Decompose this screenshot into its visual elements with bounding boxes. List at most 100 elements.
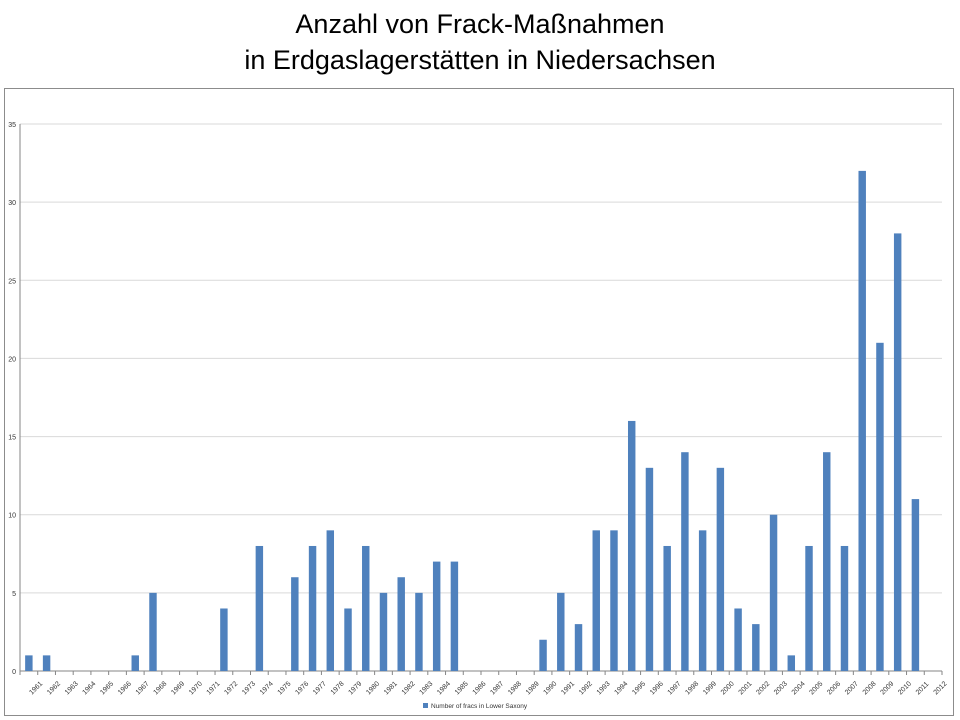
x-tick-label: 2000 (720, 680, 736, 696)
x-tick-label: 2003 (773, 680, 789, 696)
x-tick-label: 1970 (188, 680, 204, 696)
x-tick-label: 1999 (702, 680, 718, 696)
bar-1996 (645, 467, 654, 671)
x-tick-label: 2004 (791, 680, 807, 696)
x-tick-label: 1981 (383, 680, 399, 696)
x-tick-label: 2009 (879, 680, 895, 696)
x-tick-label: 1982 (401, 680, 417, 696)
bar-1984 (432, 561, 441, 671)
x-tick-label: 1991 (560, 680, 576, 696)
y-tick-label: 35 (8, 122, 16, 129)
bar-1978 (326, 530, 335, 671)
bar-1974 (255, 545, 264, 671)
x-tick-label: 1967 (135, 680, 151, 696)
y-tick-label: 10 (8, 513, 16, 520)
x-tick-label: 1984 (436, 680, 452, 696)
x-tick-label: 1996 (649, 680, 665, 696)
x-tick-label: 1986 (472, 680, 488, 696)
slide-title: Anzahl von Frack-Maßnahmen in Erdgaslage… (0, 6, 960, 78)
x-tick-label: 1964 (82, 680, 98, 696)
bar-1968 (149, 592, 157, 671)
x-tick-label: 1969 (170, 680, 186, 696)
x-tick-label: 1998 (684, 680, 700, 696)
x-tick-label: 1972 (223, 680, 239, 696)
x-tick-label: 1997 (667, 680, 683, 696)
x-tick-label: 2007 (844, 680, 860, 696)
bar-1999 (698, 530, 707, 671)
bar-1994 (610, 530, 618, 671)
bar-2001 (734, 608, 742, 671)
bar-1985 (450, 561, 459, 671)
y-tick-label: 15 (8, 435, 16, 442)
bar-1995 (627, 420, 636, 671)
x-tick-label: 1962 (46, 680, 62, 696)
legend: Number of fracs in Lower Saxony (423, 703, 528, 710)
slide-title-line-2: in Erdgaslagerstätten in Niedersachsen (244, 45, 716, 75)
x-tick-label: 1988 (507, 680, 523, 696)
x-tick-label: 1992 (578, 680, 594, 696)
bar-1992 (574, 624, 583, 671)
bar-1976 (291, 577, 299, 671)
x-tick-label: 1971 (206, 680, 222, 696)
x-tick-label: 2002 (755, 680, 771, 696)
x-tick-label: 1965 (99, 680, 115, 696)
x-tick-label: 1995 (631, 680, 647, 696)
x-tick-label: 1973 (241, 680, 257, 696)
legend-swatch (423, 703, 428, 708)
y-tick-label: 0 (12, 669, 16, 676)
bar-2008 (858, 170, 866, 671)
x-tick-label: 1985 (454, 680, 470, 696)
bar-2006 (823, 452, 831, 671)
bar-1981 (379, 592, 388, 671)
x-tick-label: 1963 (64, 680, 80, 696)
bar-1998 (681, 452, 689, 671)
x-tick-label: 1961 (28, 680, 44, 696)
bar-2007 (840, 545, 849, 671)
slide-title-line-1: Anzahl von Frack-Maßnahmen (295, 9, 665, 39)
x-tick-label: 1978 (330, 680, 346, 696)
bar-2003 (769, 514, 778, 671)
bar-1980 (362, 545, 370, 671)
x-tick-label: 1977 (312, 680, 328, 696)
bar-2010 (893, 233, 902, 671)
bar-2000 (716, 467, 725, 671)
bar-2009 (876, 342, 884, 671)
x-tick-label: 1989 (525, 680, 541, 696)
bar-1982 (397, 577, 405, 671)
x-tick-label: 1980 (365, 680, 381, 696)
bar-1997 (663, 545, 671, 671)
x-tick-label: 1966 (117, 680, 133, 696)
legend-label: Number of fracs in Lower Saxony (431, 703, 528, 710)
bar-1961 (25, 655, 33, 671)
x-tick-label: 1974 (259, 680, 275, 696)
y-tick-label: 25 (8, 278, 16, 285)
x-tick-label: 1976 (294, 680, 310, 696)
x-tick-label: 1990 (543, 680, 559, 696)
bar-1979 (344, 608, 352, 671)
bar-1993 (592, 530, 600, 671)
x-tick-label: 1979 (347, 680, 363, 696)
x-tick-label: 2005 (808, 680, 824, 696)
bar-1991 (557, 592, 565, 671)
x-tick-label: 1975 (277, 680, 293, 696)
y-tick-label: 20 (8, 356, 16, 363)
x-tick-label: 2001 (738, 680, 754, 696)
bar-1990 (539, 639, 547, 671)
bar-2011 (911, 499, 920, 671)
bar-2002 (752, 624, 760, 671)
x-tick-label: 2011 (915, 681, 931, 697)
bar-1962 (42, 655, 51, 671)
bar-2005 (805, 545, 813, 671)
x-tick-label: 2008 (862, 680, 878, 696)
x-tick-label: 1968 (152, 680, 168, 696)
chart-frame: 0 5 10 15 20 25 30 35 1961 1962 1963 1964 1965 1966 19… (4, 88, 954, 716)
bar-1977 (308, 545, 317, 671)
y-tick-label: 30 (8, 200, 16, 207)
bar-1972 (220, 608, 228, 671)
x-tick-label: 2006 (826, 680, 842, 696)
y-tick-label: 5 (12, 591, 16, 598)
x-tick-label: 2010 (897, 680, 913, 696)
bar-1983 (415, 592, 423, 671)
x-tick-label: 2012 (933, 680, 949, 696)
